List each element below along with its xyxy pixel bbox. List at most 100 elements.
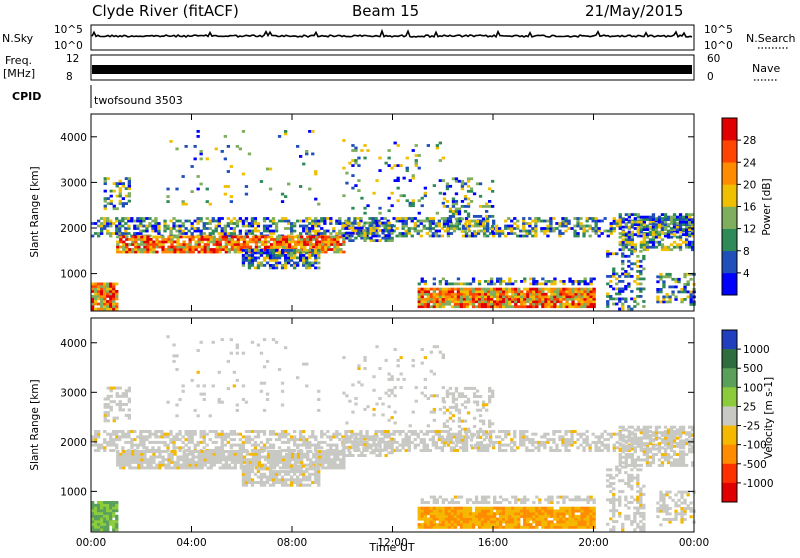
power-cell: [369, 227, 372, 230]
power-cell: [656, 280, 659, 283]
power-cell: [363, 157, 366, 160]
power-cell: [299, 254, 302, 257]
power-cell: [469, 288, 472, 291]
power-cell: [297, 238, 300, 241]
velocity-cell: [160, 435, 163, 438]
power-cell: [402, 232, 405, 235]
power-cell: [258, 238, 261, 241]
power-cell: [534, 222, 537, 225]
power-cell: [173, 236, 176, 239]
velocity-cell: [299, 438, 302, 441]
power-cell: [642, 305, 645, 308]
velocity-cell: [317, 473, 320, 476]
power-cell: [100, 295, 103, 298]
power-cell: [378, 222, 381, 225]
power-cell: [391, 229, 394, 232]
power-cell: [493, 290, 496, 293]
velocity-cell: [469, 526, 472, 529]
power-cell: [556, 293, 559, 296]
velocity-cell: [103, 520, 106, 523]
velocity-cell: [264, 456, 267, 459]
velocity-cell: [170, 456, 173, 459]
velocity-cell: [155, 466, 158, 469]
freq-label: Freq.: [5, 54, 32, 67]
power-cell: [242, 173, 245, 176]
velocity-cell: [137, 456, 140, 459]
power-cell: [345, 232, 348, 235]
power-cell: [504, 225, 507, 228]
power-cell: [251, 225, 254, 228]
power-cell: [206, 227, 209, 230]
velocity-cell: [130, 444, 133, 447]
velocity-cell: [531, 444, 534, 447]
power-cell: [388, 164, 391, 167]
velocity-cell: [484, 510, 487, 513]
power-cell: [140, 251, 143, 254]
velocity-cell: [276, 453, 279, 456]
power-cell: [113, 207, 116, 210]
power-cell: [200, 153, 203, 156]
power-cell: [206, 217, 209, 220]
velocity-cell: [465, 441, 468, 444]
velocity-cell: [284, 470, 287, 473]
power-cell: [363, 212, 366, 215]
power-cell: [520, 300, 523, 303]
velocity-cell: [460, 518, 463, 521]
velocity-cell: [673, 430, 676, 433]
power-cell: [636, 283, 639, 286]
power-cell: [492, 222, 495, 225]
velocity-cell: [278, 470, 281, 473]
power-cell: [381, 224, 384, 227]
power-cell: [580, 290, 583, 293]
power-cell: [345, 182, 348, 185]
power-cell: [448, 293, 451, 296]
power-cell: [178, 227, 181, 230]
power-cell: [454, 293, 457, 296]
velocity-cell: [519, 441, 522, 444]
power-cell: [351, 239, 354, 242]
power-cell: [587, 283, 590, 286]
velocity-cell: [249, 458, 252, 461]
power-cell: [442, 278, 445, 281]
power-cell: [628, 243, 631, 246]
velocity-cell: [166, 444, 169, 447]
velocity-cell: [97, 446, 100, 449]
velocity-cell: [272, 465, 275, 468]
power-cell: [466, 288, 469, 291]
power-cell: [676, 246, 679, 249]
power-cell: [260, 264, 263, 267]
velocity-cell: [128, 450, 131, 453]
power-cell: [224, 225, 227, 228]
power-cell: [261, 236, 264, 239]
power-cell: [445, 283, 448, 286]
velocity-cell: [216, 456, 219, 459]
power-cell: [673, 213, 676, 216]
velocity-cell: [486, 449, 489, 452]
power-cell: [470, 190, 473, 193]
velocity-cell: [186, 464, 189, 467]
power-cell: [351, 229, 354, 232]
power-cell: [103, 298, 106, 301]
power-cell: [140, 241, 143, 244]
power-cell: [466, 283, 469, 286]
velocity-cell: [112, 441, 115, 444]
power-cell: [302, 262, 305, 265]
velocity-cell: [573, 441, 576, 444]
power-cell: [169, 227, 172, 230]
power-cell: [106, 232, 109, 235]
power-cell: [97, 295, 100, 298]
power-cell: [582, 227, 585, 230]
velocity-cell: [579, 435, 582, 438]
power-cell: [315, 236, 318, 239]
velocity-cell: [318, 453, 321, 456]
velocity-cell: [112, 515, 115, 518]
velocity-cell: [297, 450, 300, 453]
power-cell: [421, 305, 424, 308]
power-cell: [263, 252, 266, 255]
power-cell: [639, 295, 642, 298]
power-cell: [188, 230, 191, 233]
power-cell: [418, 300, 421, 303]
power-cell: [100, 222, 103, 225]
power-cell: [618, 300, 621, 303]
velocity-cell: [424, 507, 427, 510]
